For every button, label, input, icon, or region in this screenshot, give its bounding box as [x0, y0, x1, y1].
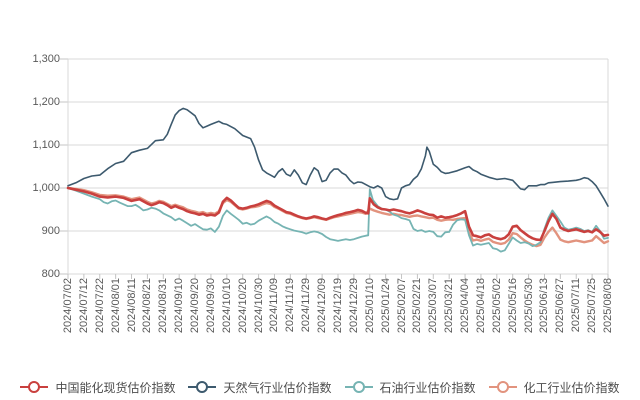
x-axis-label: 2024/09/20	[189, 278, 202, 334]
x-axis-label: 2024/12/29	[347, 278, 360, 334]
x-axis-label: 2025/03/21	[443, 278, 456, 334]
x-axis-label: 2025/06/13	[538, 278, 551, 334]
x-axis-label: 2024/12/19	[332, 278, 344, 334]
x-axis-label: 2025/03/07	[427, 278, 440, 334]
x-axis-label: 2025/08/08	[602, 278, 614, 334]
y-axis-label: 800	[41, 267, 60, 280]
legend-marker-icon	[188, 381, 217, 393]
legend-item-2[interactable]: 石油行业估价指数	[344, 379, 476, 396]
legend-dot-icon	[352, 381, 365, 393]
x-axis-label: 2025/07/25	[586, 278, 599, 334]
x-axis-label: 2025/01/10	[363, 278, 376, 334]
x-axis-label: 2025/05/16	[506, 278, 519, 334]
y-axis-label: 1,100	[32, 138, 60, 151]
series-line-3	[66, 186, 610, 248]
x-axis-label: 2024/08/31	[157, 278, 170, 334]
x-axis-label: 2024/08/01	[109, 278, 122, 334]
x-axis-label: 2024/07/22	[93, 278, 106, 334]
legend-marker-icon	[20, 381, 49, 393]
series-line-1	[67, 107, 609, 207]
x-axis-label: 2024/10/20	[236, 278, 249, 334]
legend-item-0[interactable]: 中国能化现货估价指数	[20, 379, 175, 396]
x-axis-label: 2024/10/10	[220, 278, 233, 334]
x-axis-label: 2024/11/29	[300, 278, 313, 333]
y-axis-label: 1,000	[32, 181, 60, 194]
x-axis-label: 2024/11/19	[284, 278, 297, 333]
legend-marker-icon	[488, 381, 517, 393]
x-axis-label: 2024/07/02	[62, 278, 74, 334]
legend-item-3[interactable]: 化工行业估价指数	[488, 379, 620, 396]
x-axis-label: 2025/07/11	[570, 278, 583, 333]
series-line-0	[66, 186, 610, 242]
legend-dot-icon	[28, 381, 41, 393]
series-line-2	[67, 187, 609, 253]
legend-dot-icon	[496, 381, 509, 393]
y-axis-label: 1,200	[32, 95, 60, 108]
legend-label: 石油行业估价指数	[379, 380, 476, 395]
x-axis-label: 2025/02/21	[411, 278, 424, 334]
legend-label: 中国能化现货估价指数	[55, 380, 176, 395]
x-axis-label: 2025/04/18	[474, 278, 487, 334]
x-axis-label: 2024/08/21	[141, 278, 154, 334]
legend-item-1[interactable]: 天然气行业估价指数	[188, 379, 332, 396]
legend-label: 化工行业估价指数	[523, 380, 620, 395]
x-axis-label: 2024/08/11	[125, 278, 138, 333]
x-axis-label: 2025/05/02	[490, 278, 503, 334]
x-axis-label: 2025/02/07	[395, 278, 408, 334]
y-axis-label: 1,300	[32, 52, 60, 65]
x-axis-label: 2025/06/27	[554, 278, 567, 334]
legend-dot-icon	[196, 381, 209, 393]
x-axis-label: 2024/09/30	[204, 278, 217, 334]
x-axis-label: 2025/04/04	[459, 278, 472, 334]
y-axis-label: 900	[41, 224, 60, 237]
legend-marker-icon	[344, 381, 373, 393]
x-axis-label: 2025/05/30	[522, 278, 535, 334]
legend-label: 天然气行业估价指数	[223, 380, 332, 395]
x-axis-label: 2024/10/30	[252, 278, 265, 334]
x-axis-label: 2024/12/09	[316, 278, 329, 334]
x-axis-label: 2024/09/10	[173, 278, 186, 334]
x-axis-label: 2024/07/12	[77, 278, 90, 334]
chart-legend: 中国能化现货估价指数 天然气行业估价指数 石油行业估价指数 化工行业估价指数	[0, 377, 640, 397]
x-axis-label: 2025/01/24	[379, 278, 392, 334]
x-axis-label: 2024/11/09	[268, 278, 281, 333]
